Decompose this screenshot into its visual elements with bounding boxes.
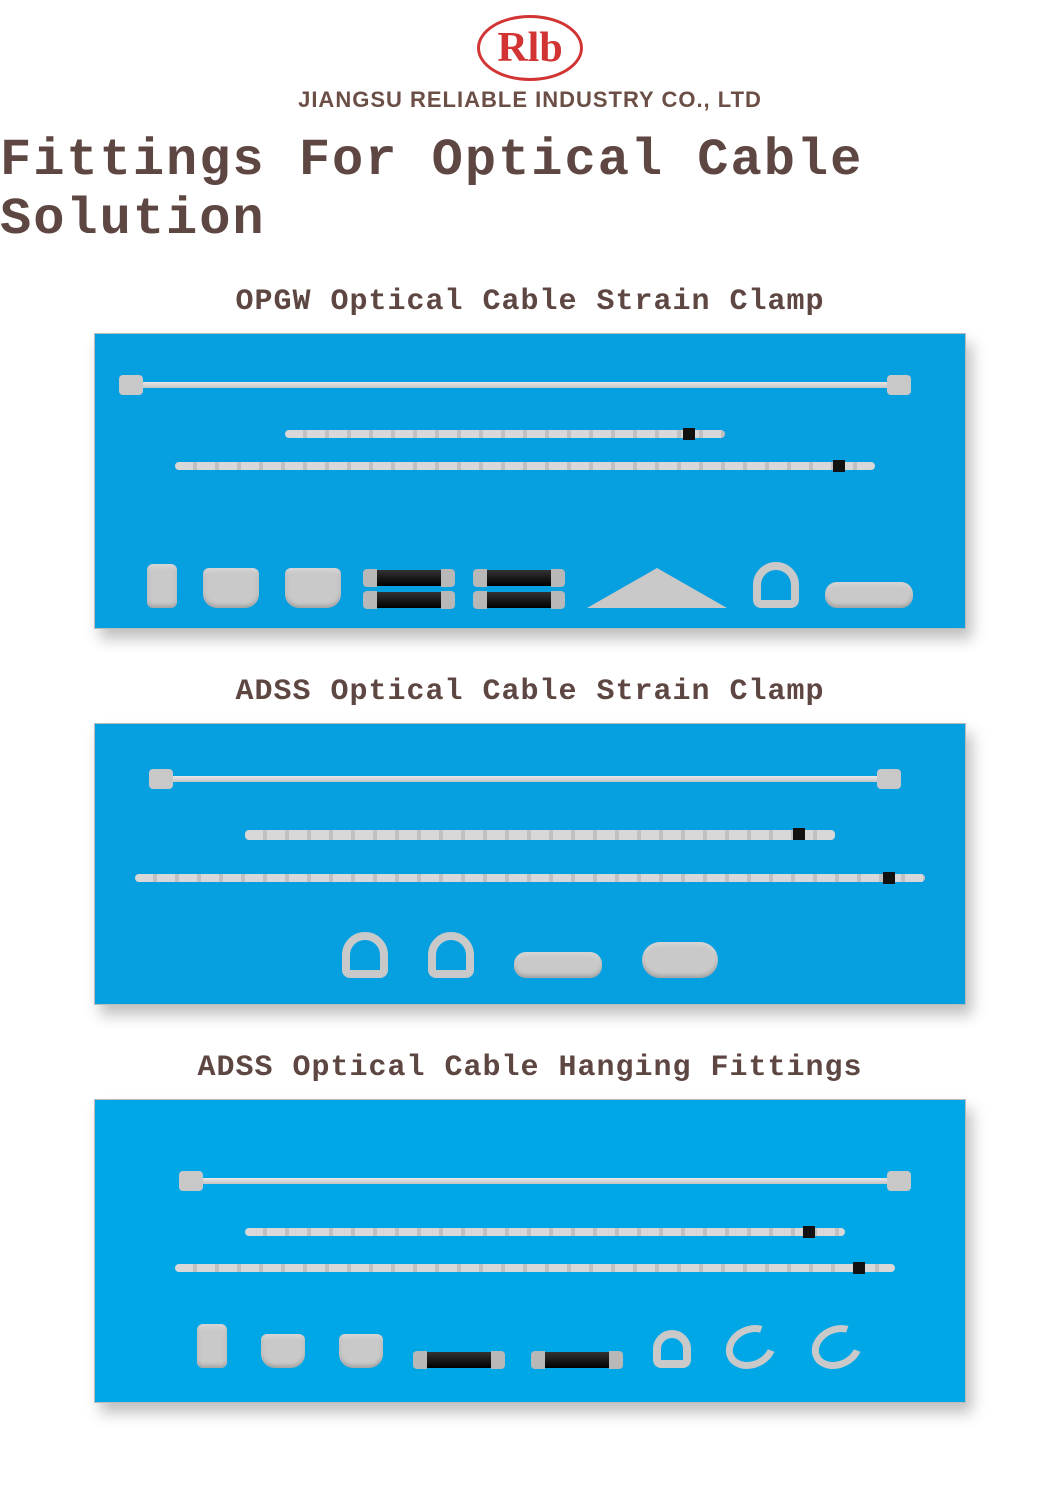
section-title: OPGW Optical Cable Strain Clamp — [235, 285, 824, 319]
logo-text: Rlb — [497, 24, 562, 72]
section-adss-hanging-fittings: ADSS Optical Cable Hanging Fittings — [94, 1051, 966, 1403]
product-photo — [94, 1099, 966, 1403]
section-opgw-strain-clamp: OPGW Optical Cable Strain Clamp — [94, 285, 966, 629]
section-title: ADSS Optical Cable Strain Clamp — [235, 675, 824, 709]
logo-oval: Rlb — [477, 15, 583, 81]
page-title: Fittings For Optical Cable Solution — [0, 131, 1060, 249]
section-title: ADSS Optical Cable Hanging Fittings — [197, 1051, 862, 1085]
header: Rlb JIANGSU RELIABLE INDUSTRY CO., LTD — [298, 15, 762, 113]
company-name: JIANGSU RELIABLE INDUSTRY CO., LTD — [298, 87, 762, 113]
product-photo — [94, 333, 966, 629]
product-photo — [94, 723, 966, 1005]
section-adss-strain-clamp: ADSS Optical Cable Strain Clamp — [94, 675, 966, 1005]
